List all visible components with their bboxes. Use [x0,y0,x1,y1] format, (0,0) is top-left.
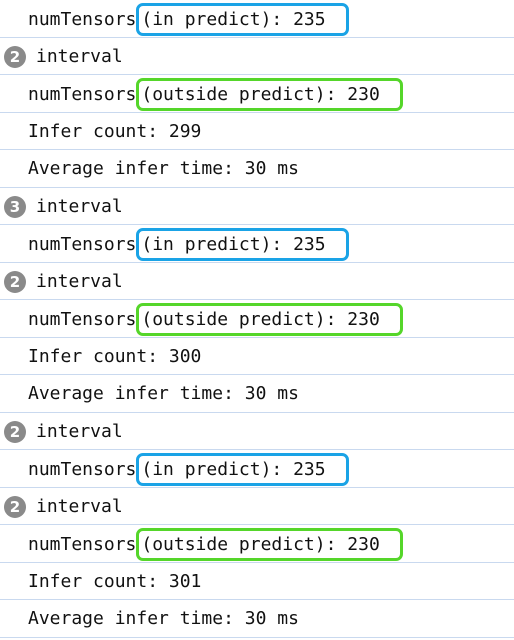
outside-predict-highlight-box: (outside predict): 230 [136,528,403,561]
console-line-interval-group[interactable]: 2 interval [0,263,514,300]
console-line-outside-predict: numTensors (outside predict): 230 [0,300,514,338]
log-prefix: numTensors [28,309,137,330]
console-line-in-predict: numTensors (in predict): 235 [0,225,514,263]
log-text: Average infer time: 30 ms [28,158,299,179]
repeat-count-badge: 2 [4,270,26,293]
console-line-infer-count: Infer count: 300 [0,338,514,375]
repeat-count-badge: 2 [4,45,26,68]
log-prefix: numTensors [28,84,137,105]
log-text: Average infer time: 30 ms [28,383,299,404]
log-text: interval [36,270,123,292]
console-line-outside-predict: numTensors (outside predict): 230 [0,525,514,563]
log-text: interval [36,45,123,67]
outside-predict-highlight-box: (outside predict): 230 [136,78,403,111]
repeat-count-badge: 2 [4,495,26,518]
console-line-average-infer-time: Average infer time: 30 ms [0,375,514,413]
log-text: Infer count: 299 [28,120,202,142]
log-text: interval [36,495,123,517]
log-text: Average infer time: 30 ms [28,608,299,629]
console-line-interval-group[interactable]: 3 interval [0,188,514,225]
log-text: Infer count: 300 [28,345,202,367]
console-line-interval-group[interactable]: 2 interval [0,38,514,75]
log-prefix: numTensors [28,459,137,480]
repeat-count-badge: 2 [4,420,26,443]
console-line-in-predict: numTensors (in predict): 235 [0,0,514,38]
repeat-count-badge: 3 [4,195,26,218]
console-line-average-infer-time: Average infer time: 30 ms [0,150,514,188]
log-prefix: numTensors [28,9,137,30]
console-line-in-predict: numTensors (in predict): 235 [0,450,514,488]
log-text: interval [36,195,123,217]
console-line-average-infer-time: Average infer time: 30 ms [0,600,514,638]
console-line-interval-group[interactable]: 2 interval [0,488,514,525]
log-text: interval [36,420,123,442]
console-line-outside-predict: numTensors (outside predict): 230 [0,75,514,113]
in-predict-highlight-box: (in predict): 235 [136,453,349,486]
in-predict-highlight-box: (in predict): 235 [136,228,349,261]
in-predict-highlight-box: (in predict): 235 [136,3,349,36]
outside-predict-highlight-box: (outside predict): 230 [136,303,403,336]
log-prefix: numTensors [28,234,137,255]
log-text: Infer count: 301 [28,570,202,592]
console-line-interval-group[interactable]: 2 interval [0,413,514,450]
log-prefix: numTensors [28,534,137,555]
console-line-infer-count: Infer count: 299 [0,113,514,150]
console-line-infer-count: Infer count: 301 [0,563,514,600]
